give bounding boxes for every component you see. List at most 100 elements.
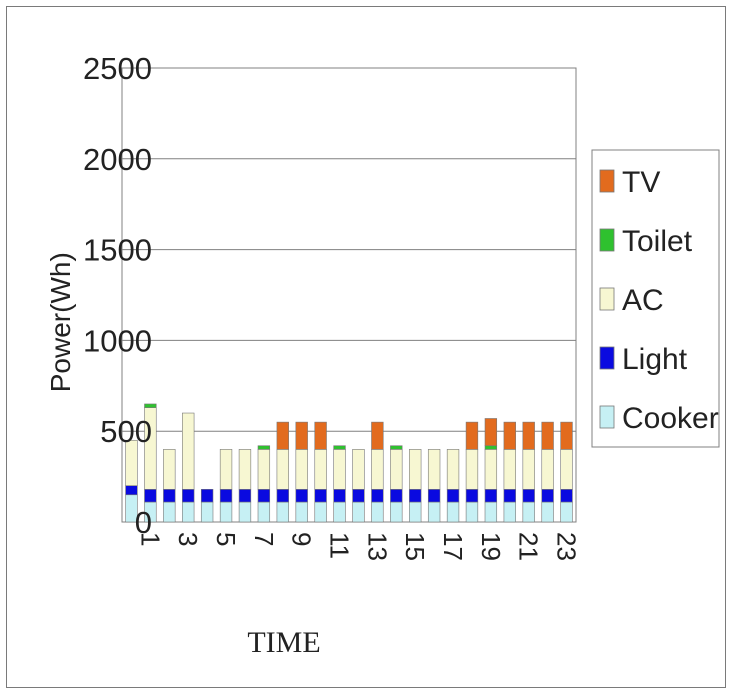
bar-segment-cooker [333,501,346,523]
legend-label-toilet: Toilet [622,225,693,258]
bar-segment-light [200,489,214,503]
legend-label-ac: AC [622,284,664,317]
bar-segment-toilet [390,445,403,450]
x-tick-label: 15 [400,532,430,561]
y-tick-label: 500 [100,414,152,449]
bar-segment-ac [219,449,233,490]
bar-segment-cooker [446,501,460,523]
bar-segment-cooker [314,501,327,523]
bar-segment-light [465,489,479,503]
legend-label-light: Light [622,343,688,376]
bar-segment-light [125,485,138,496]
y-tick-label: 1000 [83,323,152,358]
bar-segment-tv [503,421,516,450]
bar-segment-ac [257,449,271,490]
bar-segment-tv [522,421,535,450]
bar-segment-cooker [219,501,233,523]
bar-segment-ac [484,449,498,490]
bar-segment-ac [541,449,554,490]
x-tick-label: 1 [135,532,165,546]
bar-segment-tv [541,421,554,450]
bar-segment-cooker [560,501,573,523]
bar-segment-cooker [200,501,214,523]
bar-segment-ac [390,449,403,490]
bar-segment-ac [522,449,535,490]
x-tick-label: 17 [438,532,468,561]
bar-segment-cooker [257,501,271,523]
bar-segment-cooker [295,501,308,523]
bar-segment-tv [465,421,479,450]
x-tick-labels: 1 3 5 7 9 11 13 15 17 19 21 23 [135,532,581,561]
bar-segment-light [295,489,308,503]
y-axis-title: Power(Wh) [45,252,76,392]
bar-segment-cooker [238,501,252,523]
bar-segment-light [219,489,233,503]
bar-segment-light [333,489,346,503]
bar-segment-cooker [427,501,441,523]
bar-segment-cooker [352,501,365,523]
bar-segment-light [560,489,573,503]
bar-segment-ac [276,449,289,490]
bar-segment-light [144,489,157,503]
bar-segment-light [276,489,289,503]
bar-segment-tv [560,421,573,450]
y-tick-label: 1500 [83,233,152,268]
y-tick-labels: 0 500 1000 1500 2000 2500 [83,51,152,540]
bar-segment-cooker [484,501,498,523]
bar-segment-ac [560,449,573,490]
x-tick-label: 19 [476,532,506,561]
bar-segment-cooker [522,501,535,523]
bar-segment-light [409,489,422,503]
bar-segment-light [484,489,498,503]
bar-segment-cooker [163,501,176,523]
bar-segment-ac [295,449,308,490]
bar-segment-light [541,489,554,503]
bar-segment-cooker [182,501,195,523]
bar-segment-ac [352,449,365,490]
bar-segment-tv [484,418,498,447]
bar-segment-ac [427,449,441,490]
x-tick-label: 7 [249,532,279,546]
bar-segment-light [257,489,271,503]
y-tick-label: 2000 [83,142,152,177]
legend-label-cooker: Cooker [622,402,719,435]
bar-segment-ac [163,449,176,490]
bars [125,403,573,523]
bar-segment-toilet [144,403,157,408]
bar-segment-light [314,489,327,503]
x-tick-label: 3 [173,532,203,546]
bar-segment-ac [409,449,422,490]
plot-area [121,67,577,523]
bar-segment-cooker [409,501,422,523]
bar-segment-toilet [257,445,271,450]
bar-segment-ac [314,449,327,490]
bar-segment-tv [295,421,308,450]
bar-segment-cooker [390,501,403,523]
legend-swatch-toilet [599,228,615,252]
gridlines [122,158,576,432]
x-tick-label: 13 [362,532,392,561]
y-tick-label: 0 [135,505,152,540]
y-tick-label: 2500 [83,51,152,86]
bar-segment-cooker [276,501,289,523]
x-tick-label: 5 [211,532,241,546]
bar-segment-ac [446,449,460,490]
legend-swatch-cooker [599,405,615,429]
bar-segment-cooker [503,501,516,523]
x-tick-label: 11 [325,532,355,559]
bar-segment-light [371,489,384,503]
bar-segment-toilet [484,445,498,450]
bar-segment-light [522,489,535,503]
bar-segment-light [182,489,195,503]
x-tick-label: 23 [552,532,582,561]
bar-segment-ac [371,449,384,490]
bar-segment-light [390,489,403,503]
bar-segment-tv [314,421,327,450]
bar-segment-cooker [371,501,384,523]
legend-label-tv: TV [622,166,660,199]
bar-segment-cooker [541,501,554,523]
bar-segment-tv [276,421,289,450]
legend: TV Toilet AC Light Cooker [591,149,720,448]
bar-segment-ac [503,449,516,490]
